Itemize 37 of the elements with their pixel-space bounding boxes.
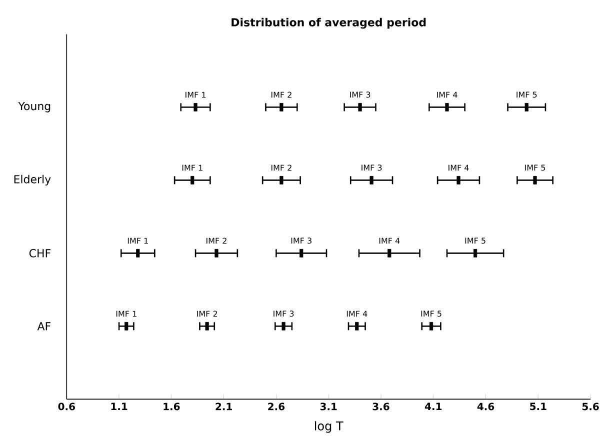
text: IMF 1 — [182, 164, 202, 171]
y-tick-label: Elderly — [14, 174, 51, 186]
text: IMF 4 — [448, 164, 469, 171]
x-tick-label: 0.6 — [58, 402, 75, 410]
x-tick-label: 5.6 — [582, 402, 599, 410]
x-tick-label: 3.6 — [372, 402, 390, 410]
text: IMF 2 — [197, 310, 217, 317]
series-label: IMF 4 — [437, 92, 458, 98]
text: IMF 5 — [525, 164, 546, 171]
x-tick-label: 3.1 — [320, 402, 337, 410]
y-tick-label: Young — [18, 102, 50, 112]
x-tick-label: 4.6 — [477, 402, 494, 410]
text: IMF 4 — [346, 310, 368, 317]
text: IMF 2 — [206, 238, 226, 244]
text: IMF 1 — [128, 238, 148, 244]
y-tick-label: AF — [37, 322, 50, 330]
text: IMF 3 — [350, 92, 370, 98]
y-tick-label: CHF — [29, 249, 50, 258]
text: IMF 5 — [421, 310, 442, 317]
x-tick-label: 2.6 — [268, 402, 285, 410]
x-tick-label: 1.6 — [164, 402, 180, 410]
chart-title: Distribution of averaged period — [232, 18, 426, 29]
x-axis-title: log T — [315, 421, 344, 433]
text: IMF 1 — [116, 310, 136, 317]
series-label: IMF 1 — [186, 92, 206, 98]
text: IMF 3 — [274, 310, 294, 317]
x-tick-label: 2.1 — [216, 402, 232, 410]
text: IMF 3 — [362, 164, 382, 171]
series-label: IMF 5 — [465, 238, 486, 244]
text: IMF 2 — [271, 164, 292, 171]
x-tick-label: 5.1 — [530, 402, 546, 410]
text: IMF 5 — [516, 92, 537, 98]
x-tick-label: 1.1 — [111, 402, 128, 410]
series-label: IMF 3 — [291, 238, 312, 244]
series-label: IMF 2 — [271, 92, 292, 98]
text: IMF 4 — [379, 238, 400, 244]
x-tick-label: 4.1 — [424, 402, 442, 410]
